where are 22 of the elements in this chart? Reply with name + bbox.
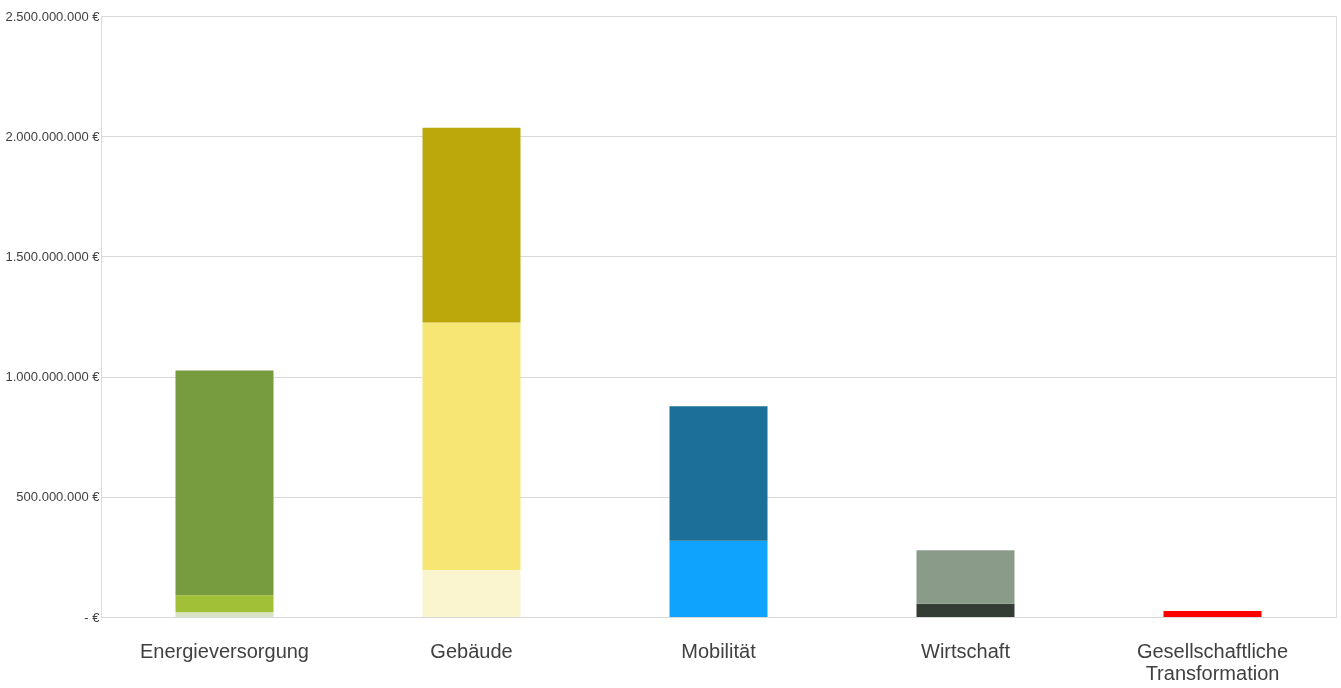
y-tick-label: 2.000.000.000 € xyxy=(5,128,101,144)
y-tick-label: - € xyxy=(84,609,101,625)
y-tick-label: 2.500.000.000 € xyxy=(5,8,101,24)
x-tick-label: Gesellschaftliche Transformation xyxy=(1136,639,1289,684)
bar xyxy=(1163,610,1262,617)
bar xyxy=(175,612,274,617)
bar xyxy=(669,406,768,541)
bar xyxy=(175,370,274,596)
y-tick-label: 1.500.000.000 € xyxy=(5,248,101,264)
bar xyxy=(422,322,521,571)
y-tick-label: 500.000.000 € xyxy=(16,489,101,505)
bar xyxy=(669,540,768,617)
x-tick-label: Mobilität xyxy=(681,639,757,662)
bar xyxy=(422,570,521,617)
x-tick-label: Gebäude xyxy=(430,639,513,662)
x-tick-label: Energieversorgung xyxy=(140,639,309,662)
bar xyxy=(175,595,274,613)
bar xyxy=(916,550,1015,604)
bar xyxy=(916,603,1015,617)
y-tick-label: 1.000.000.000 € xyxy=(5,369,101,385)
bar xyxy=(422,127,521,323)
x-tick-label: Wirtschaft xyxy=(921,639,1011,662)
